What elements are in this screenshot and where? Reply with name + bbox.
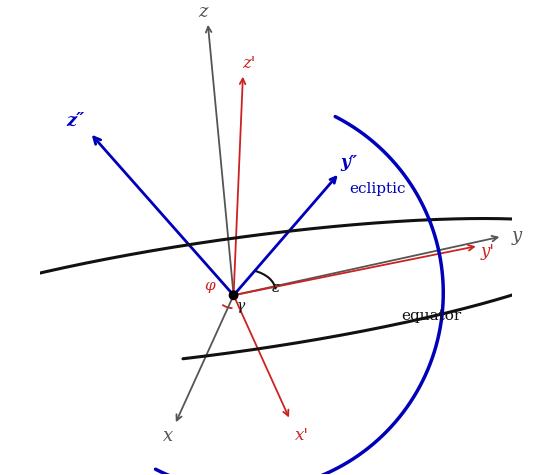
Text: ecliptic: ecliptic <box>349 182 406 196</box>
Text: y': y' <box>481 243 495 260</box>
Text: equator: equator <box>401 309 461 323</box>
Text: γ: γ <box>237 299 245 313</box>
Text: x': x' <box>295 427 309 444</box>
Text: φ: φ <box>205 279 215 293</box>
Text: y: y <box>511 228 522 246</box>
Circle shape <box>229 291 238 300</box>
Text: z″: z″ <box>67 112 85 130</box>
Text: z: z <box>198 2 208 20</box>
Text: z': z' <box>242 55 256 72</box>
Text: y″: y″ <box>341 154 358 171</box>
Text: ε: ε <box>272 281 280 295</box>
Text: x: x <box>162 427 173 445</box>
